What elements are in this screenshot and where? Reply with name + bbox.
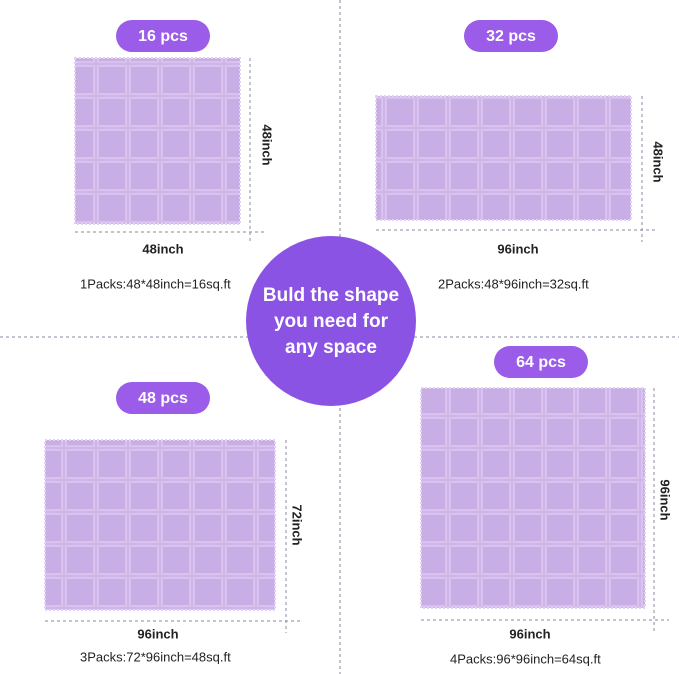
badge	[116, 382, 210, 414]
badge	[494, 346, 588, 378]
mat	[375, 95, 632, 221]
badge	[116, 20, 210, 52]
badge-text: 32 pcs	[486, 28, 536, 45]
height-label: 72inch	[290, 504, 305, 545]
caption: 3Packs:72*96inch=48sq.ft	[80, 649, 231, 664]
width-label: 96inch	[509, 626, 550, 641]
height-label: 96inch	[658, 479, 673, 520]
width-label: 96inch	[137, 626, 178, 641]
center-text: any space	[285, 337, 377, 358]
width-label: 48inch	[142, 241, 183, 256]
width-label: 96inch	[497, 241, 538, 256]
mat	[44, 439, 276, 611]
badge-text: 48 pcs	[138, 390, 188, 407]
caption: 4Packs:96*96inch=64sq.ft	[450, 651, 601, 666]
caption: 1Packs:48*48inch=16sq.ft	[80, 276, 231, 291]
center-text: Buld the shape	[263, 285, 399, 306]
height-label: 48inch	[651, 141, 666, 182]
center-text: you need for	[274, 311, 389, 332]
caption: 2Packs:48*96inch=32sq.ft	[438, 276, 589, 291]
center-circle	[246, 236, 416, 406]
mat	[74, 57, 241, 225]
height-label: 48inch	[260, 124, 275, 165]
badge	[464, 20, 558, 52]
badge-text: 16 pcs	[138, 28, 188, 45]
badge-text: 64 pcs	[516, 354, 566, 371]
mat	[420, 387, 646, 609]
